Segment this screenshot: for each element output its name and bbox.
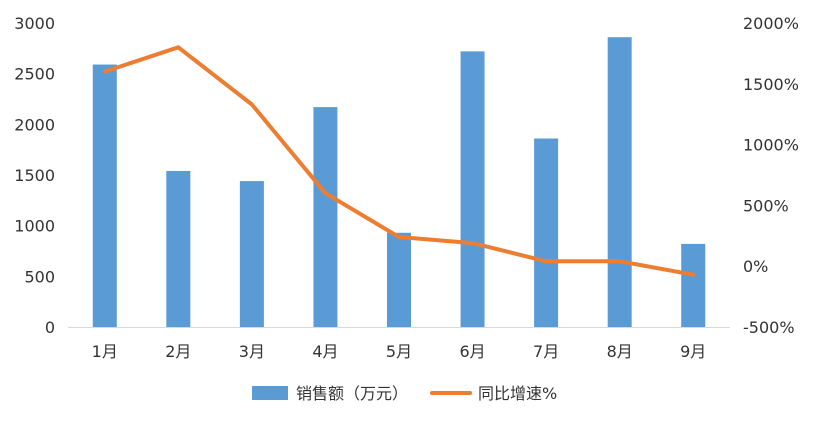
x-tick-label: 9月 — [680, 342, 706, 361]
x-tick-label: 1月 — [92, 342, 118, 361]
x-tick-label: 6月 — [459, 342, 485, 361]
right-tick-label: 0% — [743, 257, 768, 276]
x-tick-label: 4月 — [312, 342, 338, 361]
right-tick-label: 2000% — [743, 14, 799, 33]
left-tick-label: 3000 — [14, 14, 55, 33]
left-tick-label: 2000 — [14, 115, 55, 134]
bar-4月 — [313, 107, 338, 328]
bar-3月 — [239, 181, 264, 327]
right-tick-label: 500% — [743, 196, 789, 215]
legend-label-line: 同比增速% — [478, 384, 557, 403]
bar-7月 — [534, 138, 559, 327]
right-tick-label: 1000% — [743, 136, 799, 155]
bar-2月 — [166, 170, 191, 327]
right-tick-label: -500% — [743, 318, 795, 337]
bar-6月 — [460, 51, 485, 328]
legend-label-bar: 销售额（万元） — [296, 384, 408, 403]
legend: 销售额（万元） 同比增速% — [252, 384, 557, 403]
left-tick-label: 500 — [24, 267, 55, 286]
left-tick-label: 0 — [45, 318, 55, 337]
left-tick-label: 2500 — [14, 65, 55, 84]
left-axis-ticks: 0 500 1000 1500 2000 2500 3000 — [14, 14, 55, 337]
x-tick-label: 3月 — [239, 342, 265, 361]
left-tick-label: 1000 — [14, 217, 55, 236]
bar-8月 — [607, 37, 632, 327]
line-series-group — [102, 45, 696, 277]
x-tick-label: 5月 — [386, 342, 412, 361]
right-axis-ticks: -500% 0% 500% 1000% 1500% 2000% — [743, 14, 799, 337]
bar-5月 — [387, 232, 411, 327]
left-tick-label: 1500 — [14, 166, 55, 185]
x-tick-label: 7月 — [533, 342, 559, 361]
x-tick-label: 8月 — [607, 342, 633, 361]
bar-1月 — [92, 64, 117, 328]
bar-series-group — [92, 37, 706, 328]
bar-9月 — [681, 243, 706, 327]
legend-swatch-bar — [252, 386, 288, 400]
x-axis-ticks: 1月 2月 3月 4月 5月 6月 7月 8月 9月 — [92, 342, 707, 361]
x-tick-label: 2月 — [165, 342, 191, 361]
right-tick-label: 1500% — [743, 75, 799, 94]
